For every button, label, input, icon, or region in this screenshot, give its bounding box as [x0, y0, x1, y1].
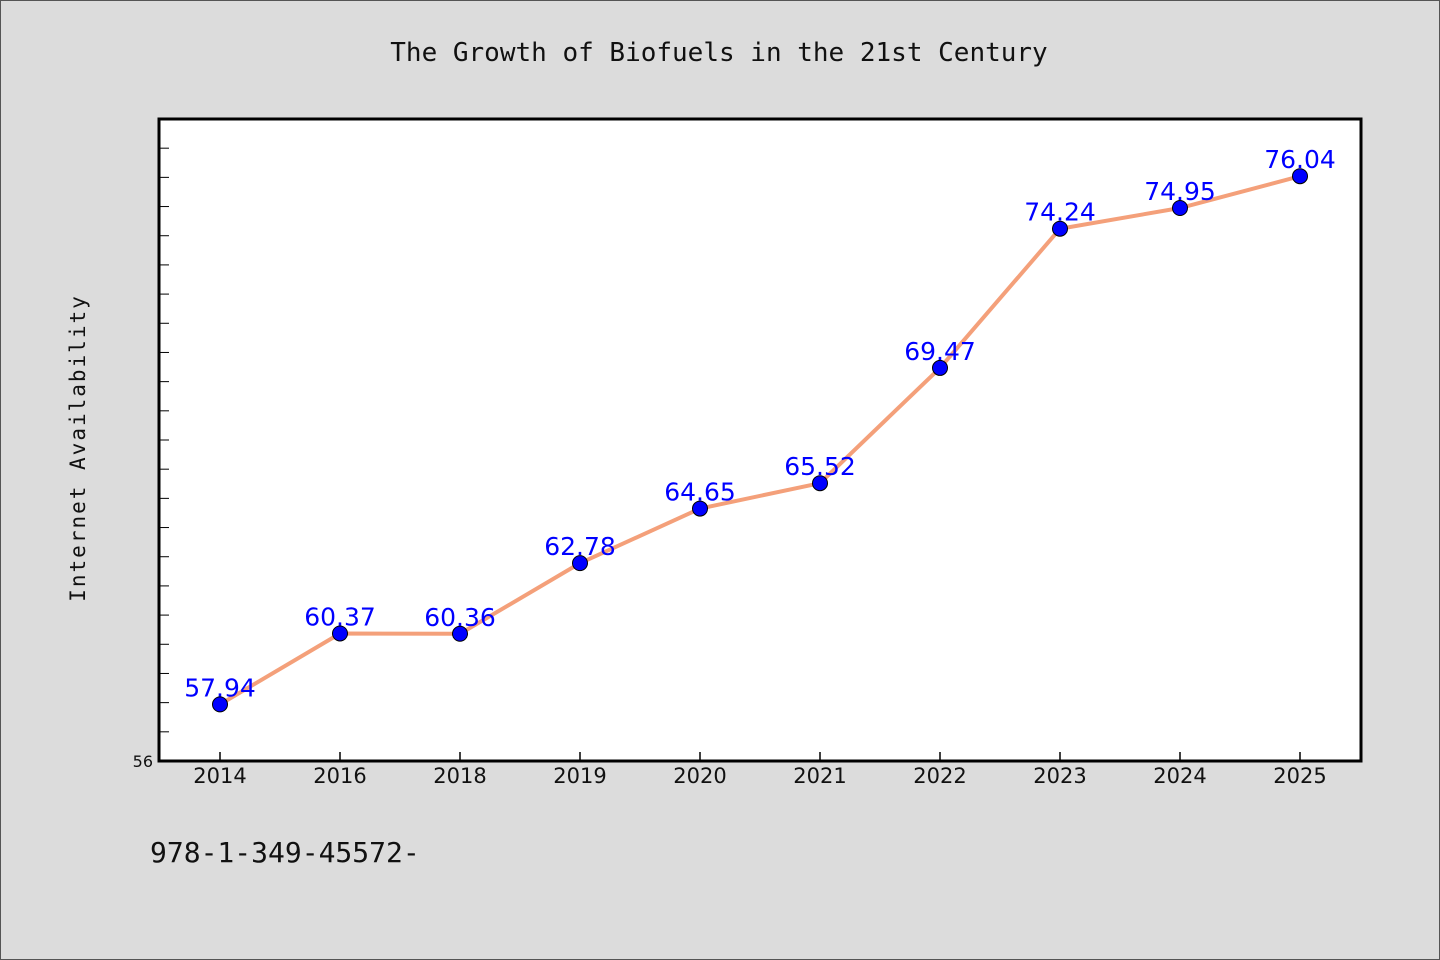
data-point	[572, 555, 588, 572]
data-label: 74.24	[1024, 198, 1096, 227]
series-markers	[212, 168, 1308, 713]
data-label: 64.65	[664, 478, 736, 507]
x-tick-label: 2020	[673, 764, 726, 788]
x-tick-label: 2016	[313, 764, 366, 788]
x-tick-label: 2023	[1033, 764, 1086, 788]
x-tick-label: 2014	[193, 764, 246, 788]
y-tick-label: 56	[133, 752, 153, 771]
data-point	[692, 500, 708, 517]
data-label: 62.78	[544, 532, 616, 561]
data-label: 60.36	[424, 603, 496, 632]
x-tick-label: 2021	[793, 764, 846, 788]
data-label: 76.04	[1264, 145, 1336, 174]
plot-area	[157, 117, 1363, 763]
x-axis-ticks: 2014 2016 2018 2019 2020 2021 2022 2023 2024 2025	[193, 752, 1327, 788]
data-point	[332, 625, 348, 642]
data-point	[1292, 168, 1308, 185]
y-axis-label: Internet Availability	[66, 294, 90, 602]
x-tick-label: 2025	[1273, 764, 1326, 788]
data-point	[812, 475, 828, 492]
data-point	[212, 696, 228, 713]
data-label: 74.95	[1144, 177, 1216, 206]
data-point	[932, 359, 948, 376]
footer-code: 978-1-349-45572-	[150, 836, 420, 869]
chart-title: The Growth of Biofuels in the 21st Centu…	[390, 38, 1047, 68]
series-line-group	[218, 174, 1302, 707]
data-point	[452, 625, 468, 642]
x-tick-label: 2024	[1153, 764, 1206, 788]
data-point	[1052, 220, 1068, 237]
series-line	[218, 174, 1302, 707]
data-label: 60.37	[304, 602, 376, 631]
x-tick-label: 2022	[913, 764, 966, 788]
data-label: 57.94	[184, 673, 256, 702]
data-label: 65.52	[784, 452, 856, 481]
data-label: 69.47	[904, 337, 976, 366]
y-axis-ticks: 56	[133, 118, 169, 771]
data-point	[1172, 200, 1188, 217]
data-labels: 57.94 60.37 60.36 62.78 64.65 65.52 69.47 74.24…	[184, 145, 1336, 702]
x-tick-label: 2018	[433, 764, 486, 788]
x-tick-label: 2019	[553, 764, 606, 788]
